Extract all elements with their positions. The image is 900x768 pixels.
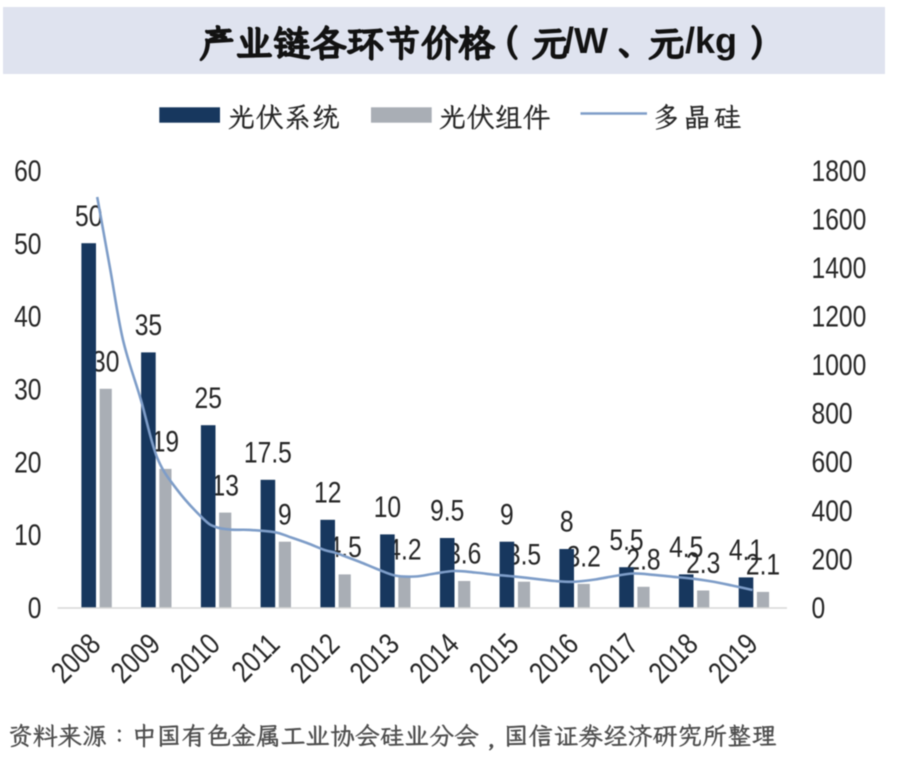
svg-text:2009: 2009 <box>104 627 167 690</box>
svg-text:2012: 2012 <box>283 627 346 690</box>
svg-text:2.1: 2.1 <box>746 547 780 581</box>
svg-text:2018: 2018 <box>642 627 705 690</box>
svg-text:400: 400 <box>812 493 853 527</box>
svg-text:2011: 2011 <box>225 627 286 688</box>
svg-text:2016: 2016 <box>522 627 585 690</box>
svg-text:2008: 2008 <box>44 627 107 690</box>
svg-text:1200: 1200 <box>812 299 867 333</box>
svg-text:13: 13 <box>212 468 239 502</box>
svg-text:0: 0 <box>28 591 42 625</box>
svg-text:60: 60 <box>14 154 41 188</box>
svg-text:10: 10 <box>374 490 401 524</box>
svg-text:2.3: 2.3 <box>686 546 720 580</box>
svg-text:1800: 1800 <box>812 154 867 188</box>
svg-text:2017: 2017 <box>582 627 645 690</box>
svg-text:20: 20 <box>14 445 41 479</box>
svg-text:17.5: 17.5 <box>244 435 292 469</box>
svg-text:0: 0 <box>812 591 826 625</box>
svg-text:8: 8 <box>560 504 574 538</box>
svg-text:10: 10 <box>14 518 41 552</box>
svg-text:4.5: 4.5 <box>669 530 703 564</box>
svg-text:35: 35 <box>135 308 162 342</box>
svg-text:2010: 2010 <box>164 627 227 690</box>
svg-text:1600: 1600 <box>812 202 867 236</box>
svg-text:12: 12 <box>314 475 341 509</box>
svg-text:30: 30 <box>92 344 119 378</box>
svg-text:40: 40 <box>14 299 41 333</box>
svg-text:50: 50 <box>14 227 41 261</box>
svg-text:2019: 2019 <box>701 627 764 690</box>
svg-text:/W: /W <box>564 20 608 61</box>
svg-text:1000: 1000 <box>812 348 867 382</box>
svg-text:200: 200 <box>812 542 853 576</box>
svg-text:30: 30 <box>14 372 41 406</box>
svg-text:/kg: /kg <box>685 20 737 61</box>
svg-text:25: 25 <box>195 381 222 415</box>
svg-text:5.5: 5.5 <box>609 523 643 557</box>
svg-text:2013: 2013 <box>343 627 406 690</box>
svg-text:9.5: 9.5 <box>430 493 464 527</box>
svg-text:9: 9 <box>278 497 292 531</box>
svg-text:9: 9 <box>500 497 514 531</box>
svg-text:600: 600 <box>812 445 853 479</box>
svg-text:1400: 1400 <box>812 251 867 285</box>
svg-text:2015: 2015 <box>462 627 525 690</box>
svg-text:4.1: 4.1 <box>729 533 763 567</box>
svg-text:800: 800 <box>812 396 853 430</box>
svg-text:2014: 2014 <box>403 627 466 690</box>
